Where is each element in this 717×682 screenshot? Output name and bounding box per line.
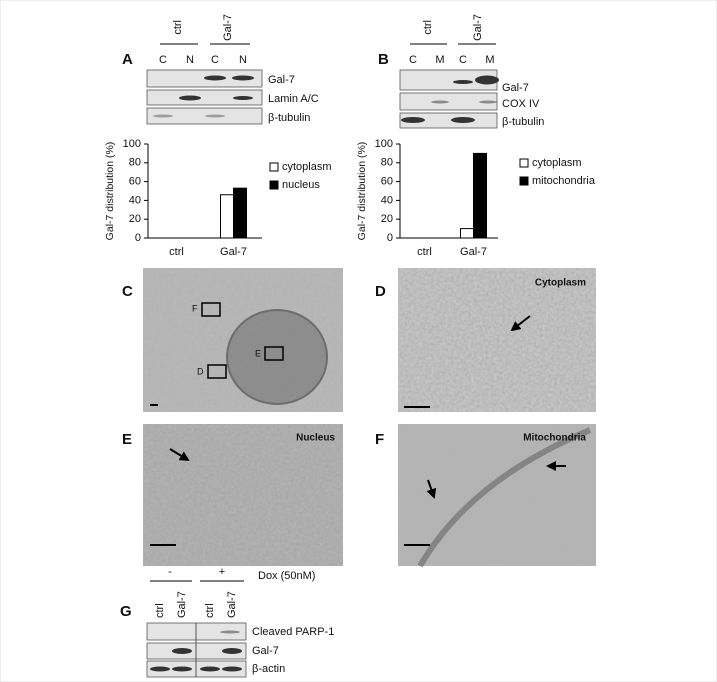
legend-label: cytoplasm (532, 157, 582, 169)
box-label: E (255, 348, 261, 358)
legend-label: nucleus (282, 179, 320, 191)
y-tick-label: 40 (129, 194, 141, 206)
legend-swatch (519, 176, 529, 186)
lane-label: ctrl (204, 603, 216, 618)
bar (233, 187, 247, 239)
micrograph (398, 424, 596, 568)
legend-label: mitochondria (532, 175, 596, 187)
panel-label: A (122, 51, 133, 68)
y-tick-label: 60 (129, 176, 141, 188)
micrograph-title: Cytoplasm (535, 278, 586, 289)
box-label: D (197, 366, 204, 376)
legend-swatch (269, 162, 279, 172)
lane-label: C (459, 54, 467, 66)
x-tick-label: ctrl (417, 246, 432, 258)
group-label: Gal-7 (222, 14, 234, 41)
legend-swatch (269, 180, 279, 190)
panel-label: B (378, 51, 389, 68)
lane-label: C (211, 54, 219, 66)
micrograph-title: Nucleus (296, 433, 335, 444)
blot (146, 69, 263, 125)
lane-label: M (485, 54, 494, 66)
condition-label: + (219, 566, 225, 578)
treatment-label: Dox (50nM) (258, 570, 315, 582)
group-label: ctrl (172, 20, 184, 35)
lane-label: N (186, 54, 194, 66)
panel-label: D (375, 283, 386, 300)
bar (460, 228, 474, 239)
x-tick-label: Gal-7 (460, 246, 487, 258)
micrograph-title: Mitochondria (523, 433, 586, 444)
blot-label: β-tubulin (502, 116, 544, 128)
blot-label: Lamin A/C (268, 93, 319, 105)
blot (146, 622, 247, 678)
lane-label: Gal-7 (226, 591, 238, 618)
blot-label: Gal-7 (252, 645, 279, 657)
panel-label: E (122, 431, 132, 448)
y-tick-label: 80 (129, 157, 141, 169)
blot-label: β-actin (252, 663, 285, 675)
y-axis-label: Gal-7 distribution (%) (356, 142, 368, 241)
condition-label: - (168, 566, 172, 578)
x-tick-label: ctrl (169, 246, 184, 258)
y-tick-label: 80 (381, 157, 393, 169)
y-tick-label: 100 (375, 138, 393, 150)
panel-label: C (122, 283, 133, 300)
lane-label: N (239, 54, 247, 66)
blot-label: Gal-7 (502, 82, 529, 94)
y-axis-label: Gal-7 distribution (%) (104, 142, 116, 241)
lane-label: ctrl (154, 603, 166, 618)
y-tick-label: 20 (129, 213, 141, 225)
blot (399, 69, 499, 129)
bar (220, 194, 234, 239)
blot-label: COX IV (502, 98, 540, 110)
micrograph (398, 268, 596, 412)
legend-label: cytoplasm (282, 161, 332, 173)
x-tick-label: Gal-7 (220, 246, 247, 258)
blot-label: Cleaved PARP-1 (252, 626, 334, 638)
group-label: ctrl (422, 20, 434, 35)
y-tick-label: 0 (387, 232, 393, 244)
box-label: F (192, 303, 198, 313)
group-label: Gal-7 (472, 14, 484, 41)
micrograph (143, 268, 343, 412)
y-tick-label: 100 (123, 138, 141, 150)
lane-label: M (435, 54, 444, 66)
blot-label: Gal-7 (268, 74, 295, 86)
lane-label: C (409, 54, 417, 66)
legend-swatch (519, 158, 529, 168)
y-tick-label: 40 (381, 194, 393, 206)
panel-label: G (120, 603, 132, 620)
bar (473, 152, 487, 239)
lane-label: C (159, 54, 167, 66)
micrograph (143, 424, 343, 566)
panel-label: F (375, 431, 384, 448)
y-tick-label: 60 (381, 176, 393, 188)
lane-label: Gal-7 (176, 591, 188, 618)
y-tick-label: 20 (381, 213, 393, 225)
y-tick-label: 0 (135, 232, 141, 244)
blot-label: β-tubulin (268, 112, 310, 124)
